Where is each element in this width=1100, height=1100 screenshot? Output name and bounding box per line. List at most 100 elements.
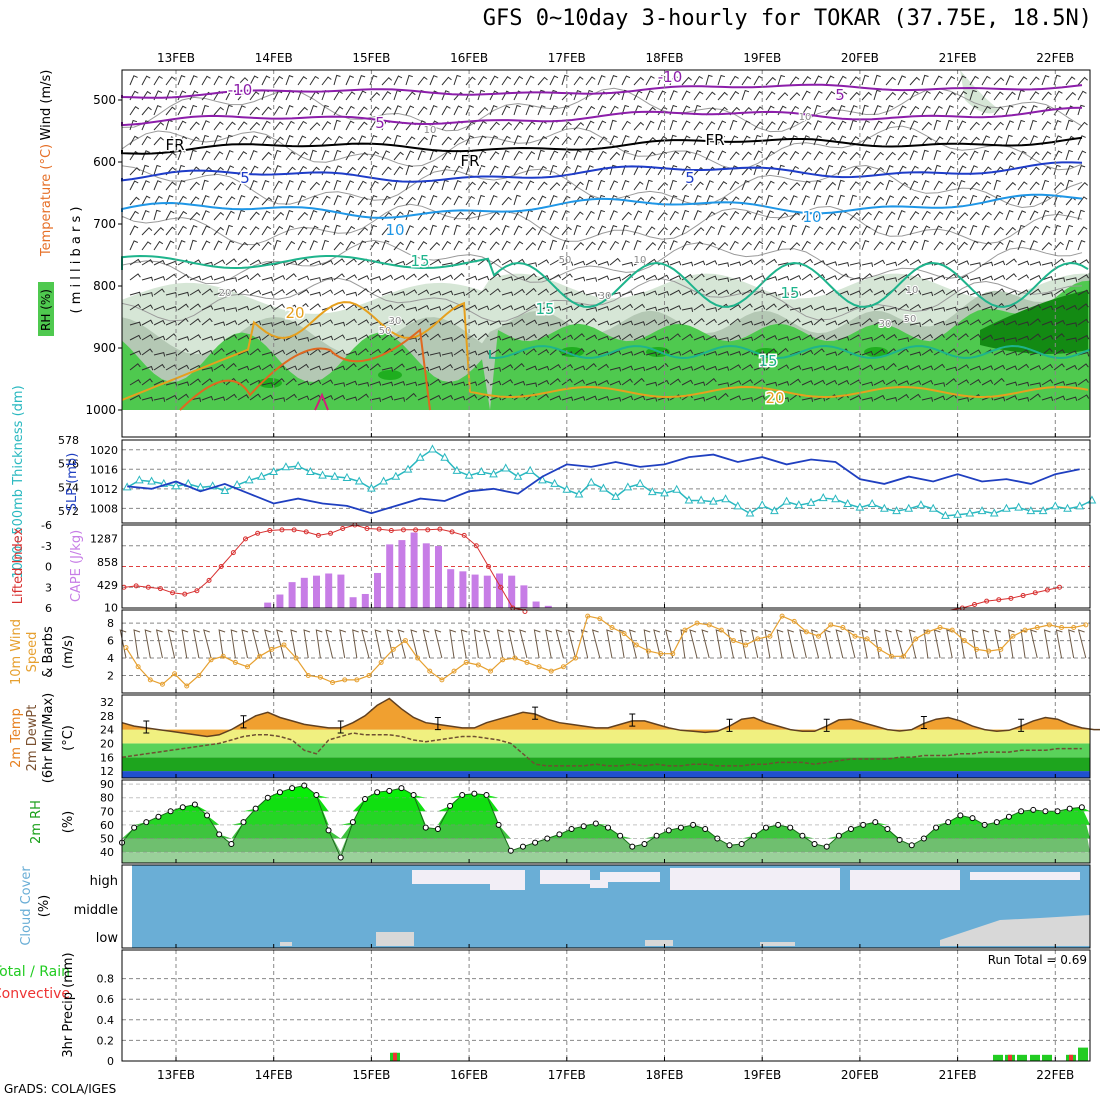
wind-barb [1065, 76, 1076, 86]
temp-minmax-bar [240, 715, 247, 729]
wind-barb [633, 303, 646, 311]
wind-barb [1077, 239, 1086, 251]
wind-barb [525, 304, 538, 311]
wind-barb [285, 240, 296, 251]
wind-barb [1005, 134, 1013, 146]
wind-barb [1077, 104, 1085, 116]
wind-speed-point [609, 624, 615, 630]
wind-barb [1041, 209, 1050, 221]
wind-barb [825, 379, 838, 386]
lifted-index-point [1057, 584, 1063, 590]
wind-barb [969, 290, 982, 296]
wind-barb [489, 241, 500, 251]
wind-barb [405, 289, 418, 296]
wind-barb [813, 194, 822, 206]
wind-speed-point [330, 680, 336, 686]
wind-barb [921, 277, 934, 282]
wind-barb [657, 240, 667, 251]
wind-barb [189, 136, 200, 146]
wind-barb [549, 164, 558, 176]
date-label-bottom: 19FEB [743, 1068, 781, 1082]
contour-label: 15 [410, 252, 429, 270]
wind-barb [669, 179, 677, 191]
wind-barb [297, 275, 310, 281]
contour-label: 20 [219, 288, 232, 299]
wind-barb [177, 135, 188, 146]
wind-barb [225, 334, 238, 341]
wind-barb [585, 259, 598, 266]
wind-barb [357, 305, 370, 311]
wind-barb [129, 394, 142, 401]
wind-barb [729, 289, 742, 296]
wind-barb [369, 288, 381, 296]
wind-barb [441, 240, 452, 251]
wind-barb [1065, 165, 1074, 176]
wind-barb [705, 74, 713, 86]
wind-barb [1053, 363, 1065, 371]
wind-barb [897, 337, 910, 342]
wind-barb [897, 75, 906, 86]
wind-barb [741, 379, 754, 386]
rh-point [568, 825, 575, 832]
wind-barb [465, 76, 476, 86]
wind-barb [549, 182, 561, 191]
lifted-index-point [243, 536, 248, 542]
wind-barb [669, 305, 682, 311]
wind-barb [837, 120, 847, 131]
wind-speed-point [803, 629, 809, 635]
wind-barb [290, 629, 298, 659]
wind-barb [633, 366, 646, 372]
wind-barb [909, 259, 922, 266]
wind-barb [309, 195, 319, 206]
wind-barb [189, 318, 201, 326]
wind-barb [945, 289, 958, 296]
wind-barb [993, 241, 1004, 251]
thickness-point [550, 478, 559, 487]
wind-barb [837, 240, 847, 251]
wind-barb [1041, 106, 1052, 116]
contour-label: 50 [379, 326, 392, 337]
wind-barb [525, 241, 537, 251]
wind-barb [381, 319, 394, 326]
rh-point [933, 824, 940, 831]
rh-point [945, 819, 952, 826]
rh-point [629, 843, 636, 850]
wind-barb [825, 136, 837, 146]
wind-barb [741, 274, 754, 281]
temp-band-green [122, 743, 1090, 758]
wind-barb [573, 290, 586, 296]
wind-speed-point [852, 633, 858, 639]
wind-barb [885, 211, 896, 221]
wind-barb [969, 150, 979, 161]
wind-speed-point [876, 646, 882, 652]
wind-barb [585, 395, 598, 401]
wind-barb [513, 241, 524, 251]
wind-barb [405, 392, 417, 401]
wind-barb [1065, 239, 1074, 251]
cape-bar [435, 546, 442, 608]
thickness-point [818, 493, 828, 502]
wind-barb [285, 260, 298, 266]
wind-barb [333, 241, 344, 251]
wind-barb [909, 240, 919, 251]
rh-point [447, 802, 454, 809]
wind-barb [1041, 347, 1053, 356]
wind-barb [345, 380, 358, 386]
wind-barb [729, 395, 742, 401]
wind-speed-point [998, 646, 1004, 652]
wind-barb [753, 366, 766, 371]
precip-tick-label: 0.4 [97, 1014, 115, 1027]
wind-barb [885, 151, 896, 161]
wind-barb [741, 76, 752, 86]
wind-barb [657, 306, 670, 312]
wind-barb [681, 379, 694, 386]
wind-barb [345, 136, 356, 146]
wind-barb [993, 135, 1003, 146]
wind-barb [241, 629, 249, 659]
wind-barb [717, 351, 730, 356]
cape-bar [447, 569, 455, 608]
cape-bar [288, 582, 296, 608]
wind-barb [885, 379, 898, 386]
temp-minmax-bar [726, 718, 733, 732]
wind-barb [585, 349, 598, 356]
